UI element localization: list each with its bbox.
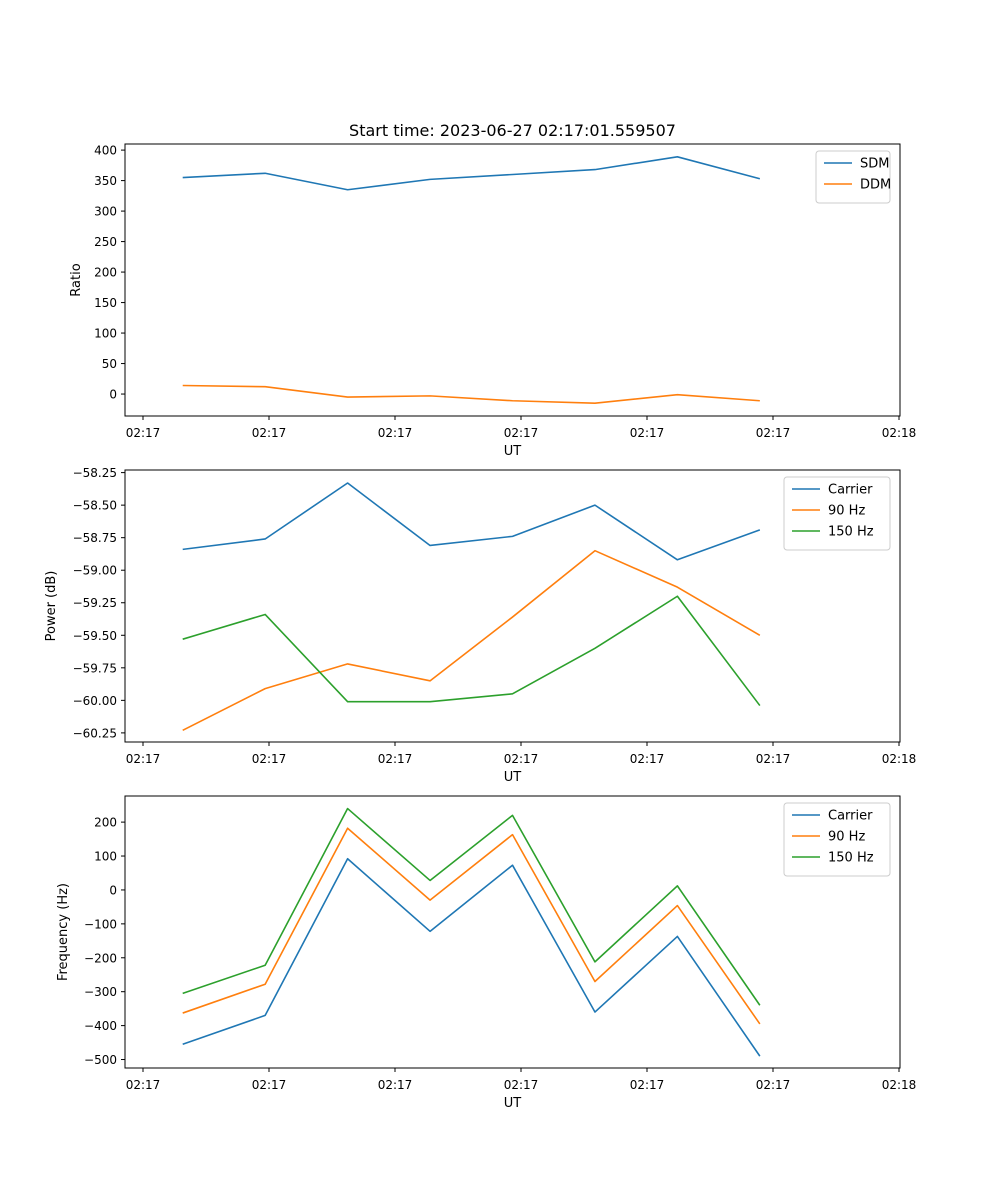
series-line-150 Hz <box>182 807 761 1006</box>
y-tick-label: −60.25 <box>73 726 117 740</box>
x-tick-label: 02:17 <box>756 1078 791 1092</box>
y-tick-label: −60.00 <box>73 694 117 708</box>
y-axis-label: Power (dB) <box>44 571 59 642</box>
y-tick-label: 150 <box>94 296 117 310</box>
legend-box <box>815 150 891 204</box>
chart-panels: 0 50 100 150 200 250 300 350 400 02:17 02:17 02:17 0… <box>44 143 917 1111</box>
legend-label: DDM <box>860 178 891 193</box>
y-axis-label: Ratio <box>69 263 84 296</box>
axes-frame <box>124 795 901 1069</box>
y-tick-label: −58.25 <box>73 466 117 480</box>
y-tick-label: 100 <box>94 850 117 864</box>
y-tick-label: 100 <box>94 327 117 341</box>
x-tick-label: 02:17 <box>252 426 287 440</box>
x-tick-label: 02:18 <box>882 426 917 440</box>
x-tick-label: 02:17 <box>630 1078 665 1092</box>
x-tick-label: 02:17 <box>756 752 791 766</box>
x-tick-label: 02:17 <box>504 752 539 766</box>
series-line-DDM <box>182 384 760 404</box>
legend-label: Carrier <box>828 809 873 824</box>
legend: SDM DDM <box>815 150 891 204</box>
y-tick-label: 50 <box>102 357 117 371</box>
x-tick-label: 02:17 <box>126 752 161 766</box>
y-tick-label: −500 <box>84 1053 117 1067</box>
legend-label: 90 Hz <box>828 504 865 519</box>
y-tick-label: 400 <box>94 144 117 158</box>
x-tick-label: 02:17 <box>252 1078 287 1092</box>
legend-label: 150 Hz <box>828 851 874 866</box>
x-tick-label: 02:17 <box>630 752 665 766</box>
y-tick-label: 0 <box>109 388 117 402</box>
x-tick-label: 02:17 <box>504 1078 539 1092</box>
y-tick-label: −58.75 <box>73 531 117 545</box>
y-tick-label: 0 <box>109 883 117 897</box>
series-line-90 Hz <box>182 549 761 732</box>
x-tick-label: 02:17 <box>378 752 413 766</box>
y-tick-label: −200 <box>84 951 117 965</box>
x-tick-label: 02:17 <box>126 1078 161 1092</box>
x-tick-label: 02:17 <box>252 752 287 766</box>
x-tick-label: 02:17 <box>378 1078 413 1092</box>
y-tick-label: −59.25 <box>73 596 117 610</box>
chart-panel-2: −60.25 −60.00 −59.75 −59.50 −59.25 −59.00 −58.… <box>44 466 916 785</box>
y-axis-label: Frequency (Hz) <box>56 883 71 981</box>
y-tick-label: −58.50 <box>73 499 117 513</box>
legend: Carrier 90 Hz 150 Hz <box>783 802 891 877</box>
legend-label: 150 Hz <box>828 525 874 540</box>
y-tick-label: −100 <box>84 917 117 931</box>
y-tick-label: −300 <box>84 985 117 999</box>
axes-frame <box>124 143 901 417</box>
series-line-90 Hz <box>182 827 761 1025</box>
series-line-SDM <box>182 156 761 191</box>
series-line-Carrier <box>182 857 761 1057</box>
y-tick-label: −59.00 <box>73 564 117 578</box>
x-tick-label: 02:17 <box>504 426 539 440</box>
y-tick-label: −59.50 <box>73 629 117 643</box>
series-line-Carrier <box>182 482 761 561</box>
y-tick-label: −59.75 <box>73 661 117 675</box>
chart-panel-3: −500 −400 −300 −200 −100 0 100 200 02:17 02:17 02:… <box>56 795 917 1111</box>
series-line-150 Hz <box>182 595 761 707</box>
x-axis-label: UT <box>504 444 522 459</box>
axes-frame <box>124 469 901 743</box>
y-tick-label: 350 <box>94 174 117 188</box>
x-axis-label: UT <box>504 770 522 785</box>
y-tick-label: 200 <box>94 266 117 280</box>
x-tick-label: 02:17 <box>378 426 413 440</box>
y-tick-label: −400 <box>84 1019 117 1033</box>
legend-label: Carrier <box>828 483 873 498</box>
x-axis-label: UT <box>504 1096 522 1111</box>
x-tick-label: 02:18 <box>882 1078 917 1092</box>
legend-label: SDM <box>860 157 889 172</box>
chart-panel-1: 0 50 100 150 200 250 300 350 400 02:17 02:17 02:17 0… <box>69 143 917 459</box>
x-tick-label: 02:18 <box>882 752 917 766</box>
y-tick-label: 300 <box>94 205 117 219</box>
x-tick-label: 02:17 <box>126 426 161 440</box>
x-tick-label: 02:17 <box>630 426 665 440</box>
y-tick-label: 250 <box>94 235 117 249</box>
legend-label: 90 Hz <box>828 830 865 845</box>
legend: Carrier 90 Hz 150 Hz <box>783 476 891 551</box>
y-tick-label: 200 <box>94 816 117 830</box>
x-tick-label: 02:17 <box>756 426 791 440</box>
figure-title: Start time: 2023-06-27 02:17:01.559507 <box>349 121 676 140</box>
